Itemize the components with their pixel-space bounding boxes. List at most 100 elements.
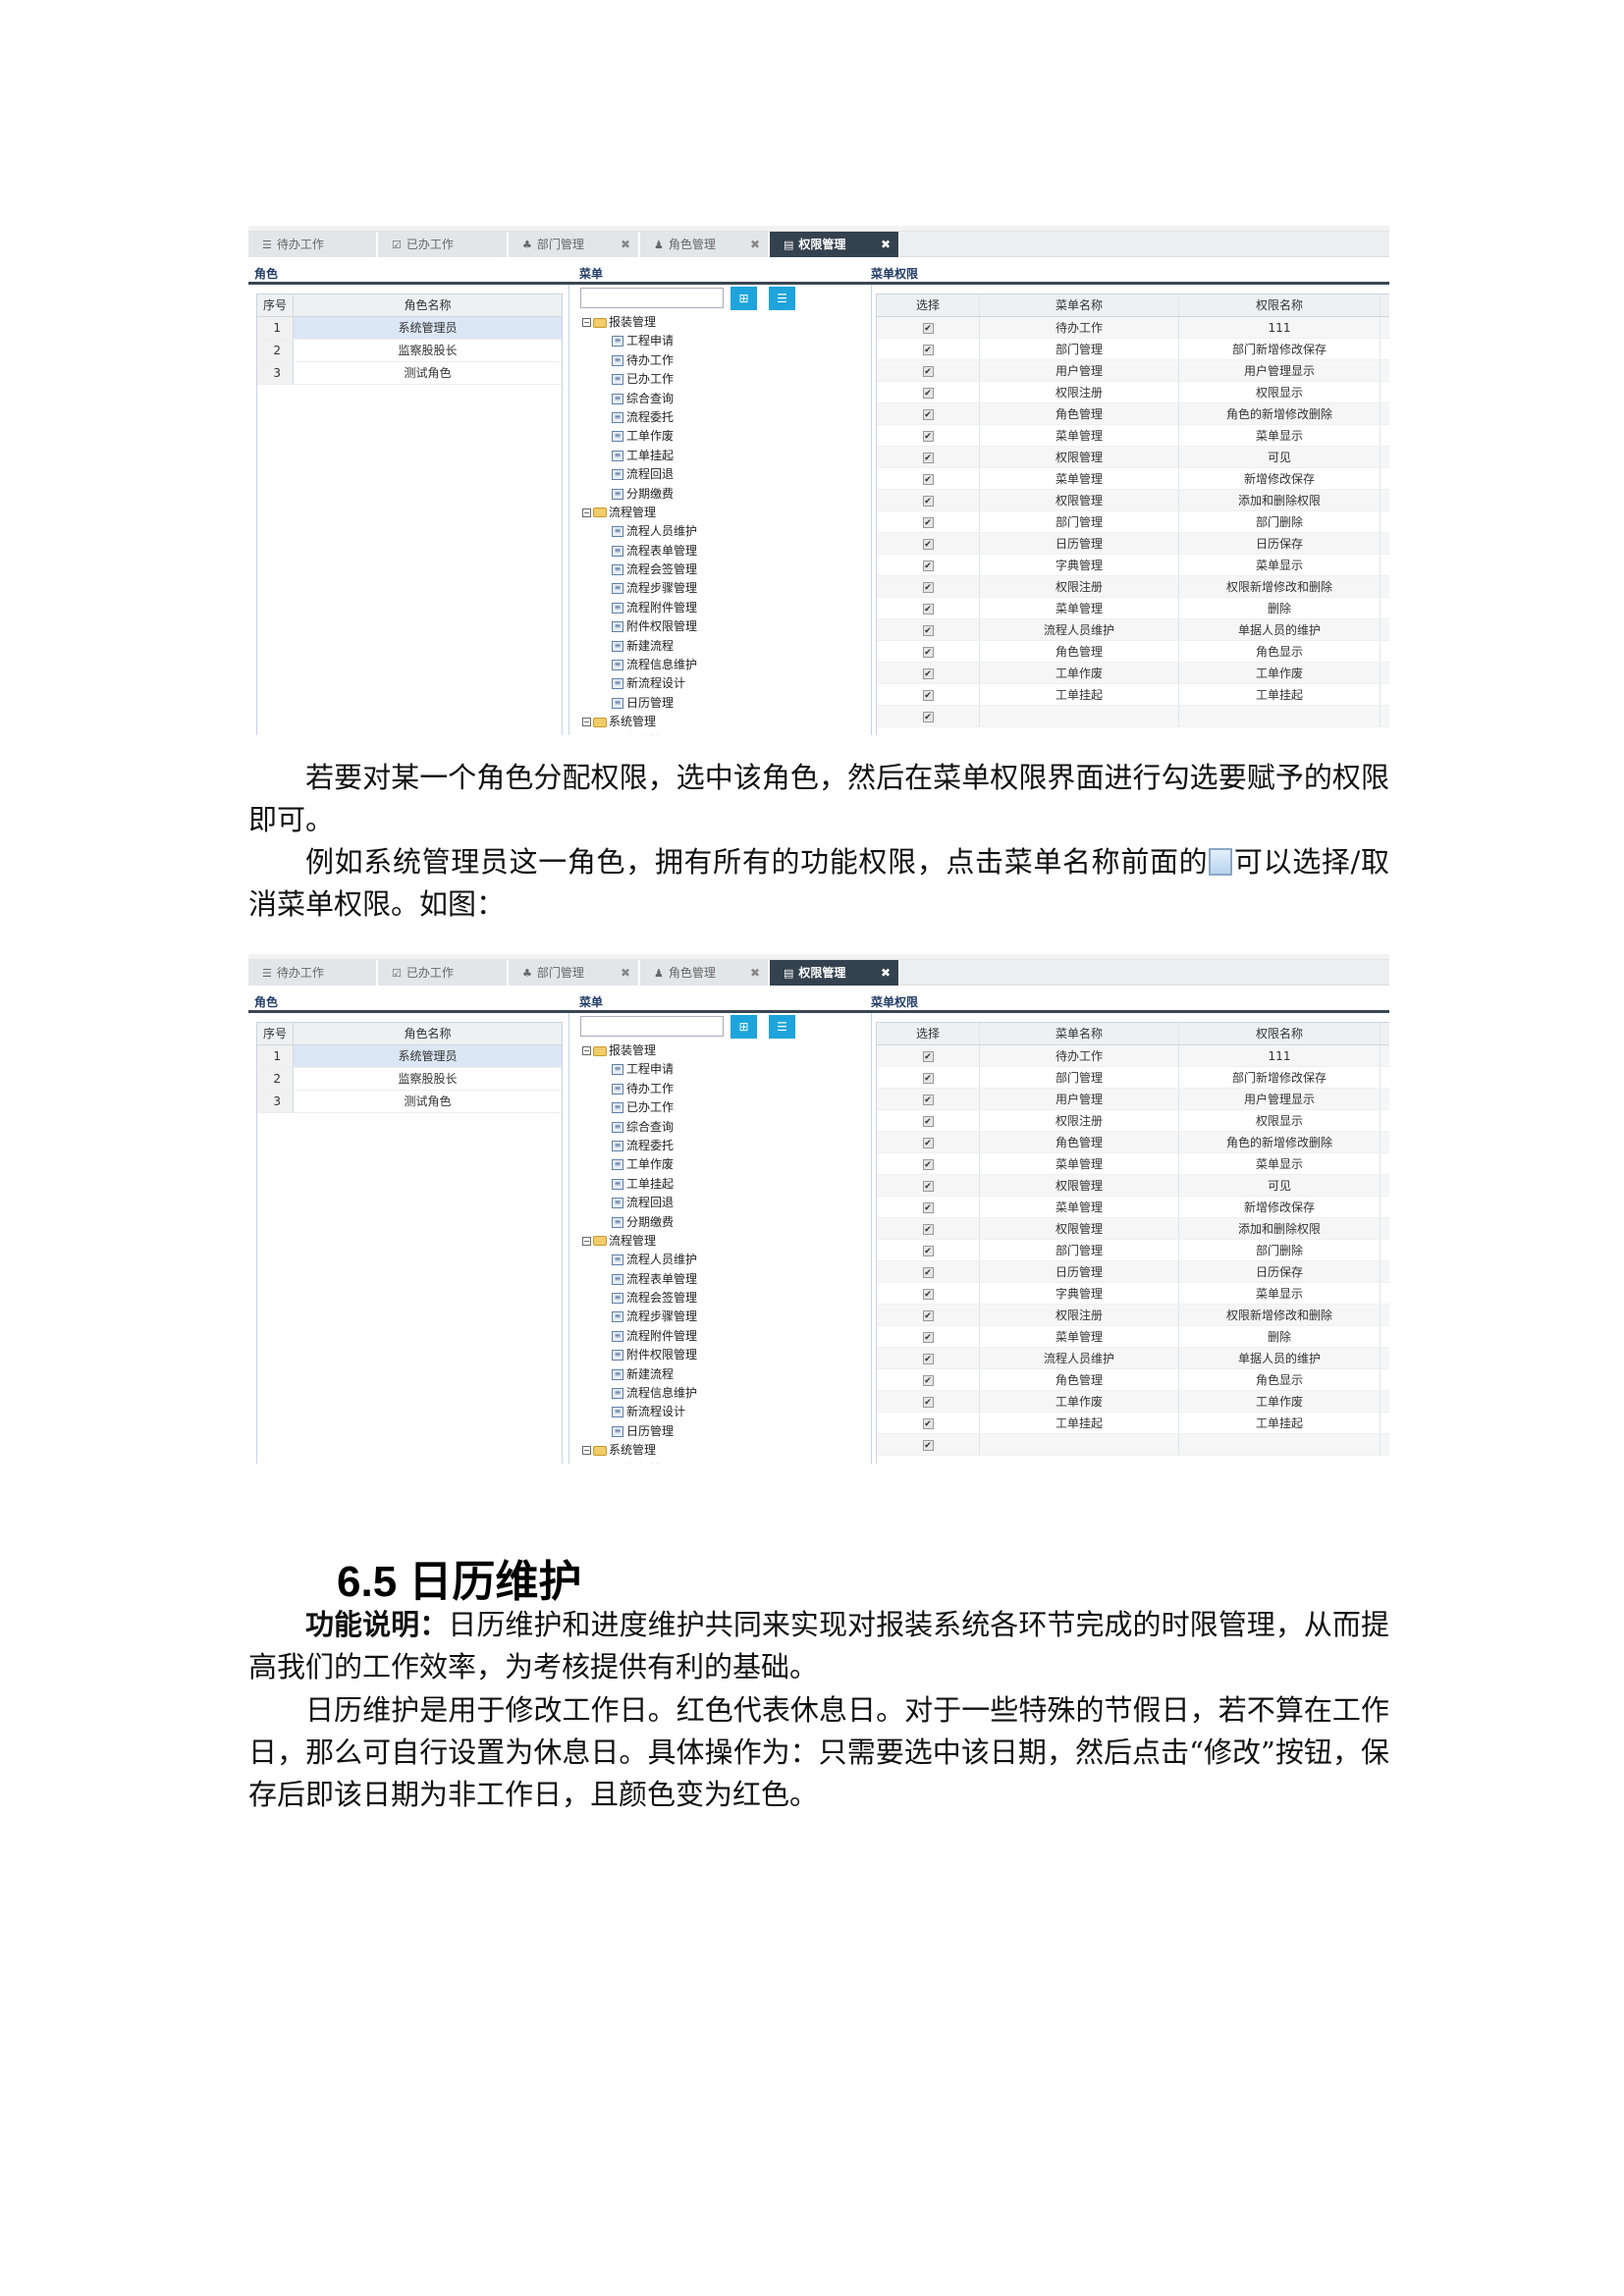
table-row[interactable]: 1 系统管理员 (257, 1045, 562, 1068)
table-row[interactable]: 3 测试角色 (257, 1091, 562, 1113)
column-header[interactable]: 序号 (257, 1023, 294, 1044)
checkbox[interactable]: ✔ (922, 345, 934, 355)
table-row[interactable]: ✔ 工单作废 工单作废 (877, 1391, 1389, 1413)
table-row[interactable]: ✔ 权限管理 添加和删除权限 (877, 1218, 1389, 1240)
checkbox[interactable]: ✔ (922, 474, 934, 485)
table-row[interactable]: ✔ 权限管理 添加和删除权限 (877, 490, 1389, 511)
expand-tree-button[interactable]: ⊞ (731, 1015, 757, 1039)
checkbox[interactable]: ✔ (922, 690, 934, 701)
tree-leaf[interactable]: ≡ 流程附件管理 (582, 599, 867, 617)
tree-leaf[interactable]: ≡ 附件权限管理 (582, 617, 867, 636)
checkbox[interactable]: ✔ (922, 1138, 934, 1148)
table-row[interactable]: ✔ 菜单管理 新增修改保存 (877, 1197, 1389, 1218)
checkbox[interactable]: ✔ (922, 625, 934, 636)
table-row[interactable]: ✔ 字典管理 菜单显示 (877, 555, 1389, 576)
tree-node[interactable]: − 报装管理 (582, 1041, 867, 1060)
tree-leaf[interactable]: ≡ 日历管理 (582, 1422, 867, 1441)
checkbox[interactable]: ✔ (922, 496, 934, 507)
table-row[interactable]: ✔ 字典管理 菜单显示 (877, 1283, 1389, 1305)
close-icon[interactable]: ✖ (620, 966, 630, 980)
checkbox[interactable]: ✔ (922, 1116, 934, 1127)
tree-leaf[interactable]: ≡ 流程人员维护 (582, 1251, 867, 1269)
tab-1[interactable]: ☑ 已办工作 (378, 232, 509, 257)
checkbox[interactable]: ✔ (922, 409, 934, 420)
tree-leaf[interactable]: ≡ 综合查询 (582, 390, 867, 408)
checkbox[interactable]: ✔ (922, 712, 934, 722)
column-header[interactable]: 菜单名称 (980, 1023, 1179, 1044)
table-row[interactable]: ✔ 工单作废 工单作废 (877, 663, 1389, 684)
table-row[interactable]: 3 测试角色 (257, 362, 562, 385)
table-row[interactable]: ✔ 日历管理 日历保存 (877, 533, 1389, 555)
table-row[interactable]: ✔ 流程人员维护 单据人员的维护 (877, 1348, 1389, 1369)
collapse-icon[interactable]: − (582, 1236, 591, 1246)
table-row[interactable]: ✔ 菜单管理 删除 (877, 1326, 1389, 1348)
table-row[interactable]: ✔ 部门管理 部门新增修改保存 (877, 1067, 1389, 1089)
checkbox[interactable]: ✔ (922, 647, 934, 658)
table-row[interactable]: ✔ 菜单管理 菜单显示 (877, 1153, 1389, 1175)
tree-leaf[interactable]: ≡部门管理 (582, 732, 867, 735)
close-icon[interactable]: ✖ (749, 238, 760, 251)
tree-leaf[interactable]: ≡ 待办工作 (582, 351, 867, 370)
checkbox[interactable]: ✔ (922, 561, 934, 571)
table-row[interactable]: ✔ 待办工作 111 (877, 317, 1389, 339)
tree-leaf[interactable]: ≡ 已办工作 (582, 370, 867, 389)
tree-leaf[interactable]: ≡ 流程信息维护 (582, 656, 867, 674)
checkbox[interactable]: ✔ (922, 1397, 934, 1408)
tree-leaf[interactable]: ≡ 工单作废 (582, 427, 867, 446)
checkbox[interactable]: ✔ (922, 1224, 934, 1235)
column-header[interactable]: 菜单名称 (980, 294, 1179, 316)
table-row[interactable]: ✔ 权限注册 权限显示 (877, 382, 1389, 403)
column-header[interactable]: 序号 (257, 294, 294, 316)
checkbox[interactable]: ✔ (922, 431, 934, 442)
menu-search-input[interactable] (580, 288, 724, 308)
tab-4[interactable]: ▤ 权限管理 ✖ (770, 232, 900, 257)
tree-leaf[interactable]: ≡ 工单挂起 (582, 1175, 867, 1194)
table-row[interactable]: ✔ 用户管理 用户管理显示 (877, 1089, 1389, 1110)
checkbox[interactable]: ✔ (922, 1310, 934, 1321)
checkbox[interactable]: ✔ (922, 517, 934, 528)
tree-leaf[interactable]: ≡ 工程申请 (582, 332, 867, 350)
tree-leaf[interactable]: ≡ 分期缴费 (582, 1213, 867, 1232)
checkbox[interactable]: ✔ (922, 388, 934, 399)
table-row[interactable]: ✔ 部门管理 部门删除 (877, 511, 1389, 533)
tree-node[interactable]: − 报装管理 (582, 313, 867, 332)
table-row[interactable]: ✔ 日历管理 日历保存 (877, 1261, 1389, 1283)
tab-3[interactable]: ♟ 角色管理 ✖ (640, 960, 770, 986)
tree-leaf[interactable]: ≡ 新流程设计 (582, 674, 867, 693)
checkbox[interactable]: ✔ (922, 539, 934, 550)
tree-leaf[interactable]: ≡ 分期缴费 (582, 485, 867, 504)
tree-leaf[interactable]: ≡ 流程委托 (582, 408, 867, 427)
table-row[interactable]: ✔ 角色管理 角色显示 (877, 1369, 1389, 1391)
checkbox[interactable]: ✔ (922, 1095, 934, 1105)
close-icon[interactable]: ✖ (880, 238, 891, 251)
tree-leaf[interactable]: ≡ 流程表单管理 (582, 1270, 867, 1289)
table-row[interactable]: ✔ 权限管理 可见 (877, 1175, 1389, 1197)
tab-0[interactable]: ☰ 待办工作 (248, 960, 378, 986)
checkbox[interactable]: ✔ (922, 1375, 934, 1386)
tab-2[interactable]: ♣ 部门管理 ✖ (509, 960, 640, 986)
collapse-icon[interactable]: − (582, 718, 591, 727)
tree-node[interactable]: − 流程管理 (582, 504, 867, 522)
table-row[interactable]: 2 监察股股长 (257, 340, 562, 362)
table-row[interactable]: ✔ 菜单管理 菜单显示 (877, 425, 1389, 447)
tab-0[interactable]: ☰ 待办工作 (248, 232, 378, 257)
tree-leaf[interactable]: ≡ 流程表单管理 (582, 542, 867, 561)
table-row[interactable]: ✔ 工单挂起 工单挂起 (877, 1413, 1389, 1434)
tree-node[interactable]: − 系统管理 (582, 713, 867, 731)
checkbox[interactable]: ✔ (922, 1246, 934, 1256)
tab-1[interactable]: ☑ 已办工作 (378, 960, 509, 986)
tree-leaf[interactable]: ≡ 待办工作 (582, 1080, 867, 1098)
tree-leaf[interactable]: ≡ 流程委托 (582, 1137, 867, 1155)
checkbox[interactable]: ✔ (922, 1073, 934, 1084)
tree-leaf[interactable]: ≡ 日历管理 (582, 694, 867, 713)
tree-leaf[interactable]: ≡ 已办工作 (582, 1098, 867, 1117)
tab-4[interactable]: ▤ 权限管理 ✖ (770, 960, 900, 986)
tree-leaf[interactable]: ≡ 流程信息维护 (582, 1384, 867, 1403)
table-row[interactable]: ✔ 权限注册 权限新增修改和删除 (877, 576, 1389, 598)
list-view-button[interactable]: ☰ (769, 1015, 795, 1039)
checkbox[interactable]: ✔ (922, 668, 934, 679)
checkbox[interactable]: ✔ (922, 453, 934, 463)
checkbox[interactable]: ✔ (922, 366, 934, 377)
tree-leaf[interactable]: ≡ 工单挂起 (582, 447, 867, 465)
table-row[interactable]: ✔ 权限管理 可见 (877, 447, 1389, 468)
